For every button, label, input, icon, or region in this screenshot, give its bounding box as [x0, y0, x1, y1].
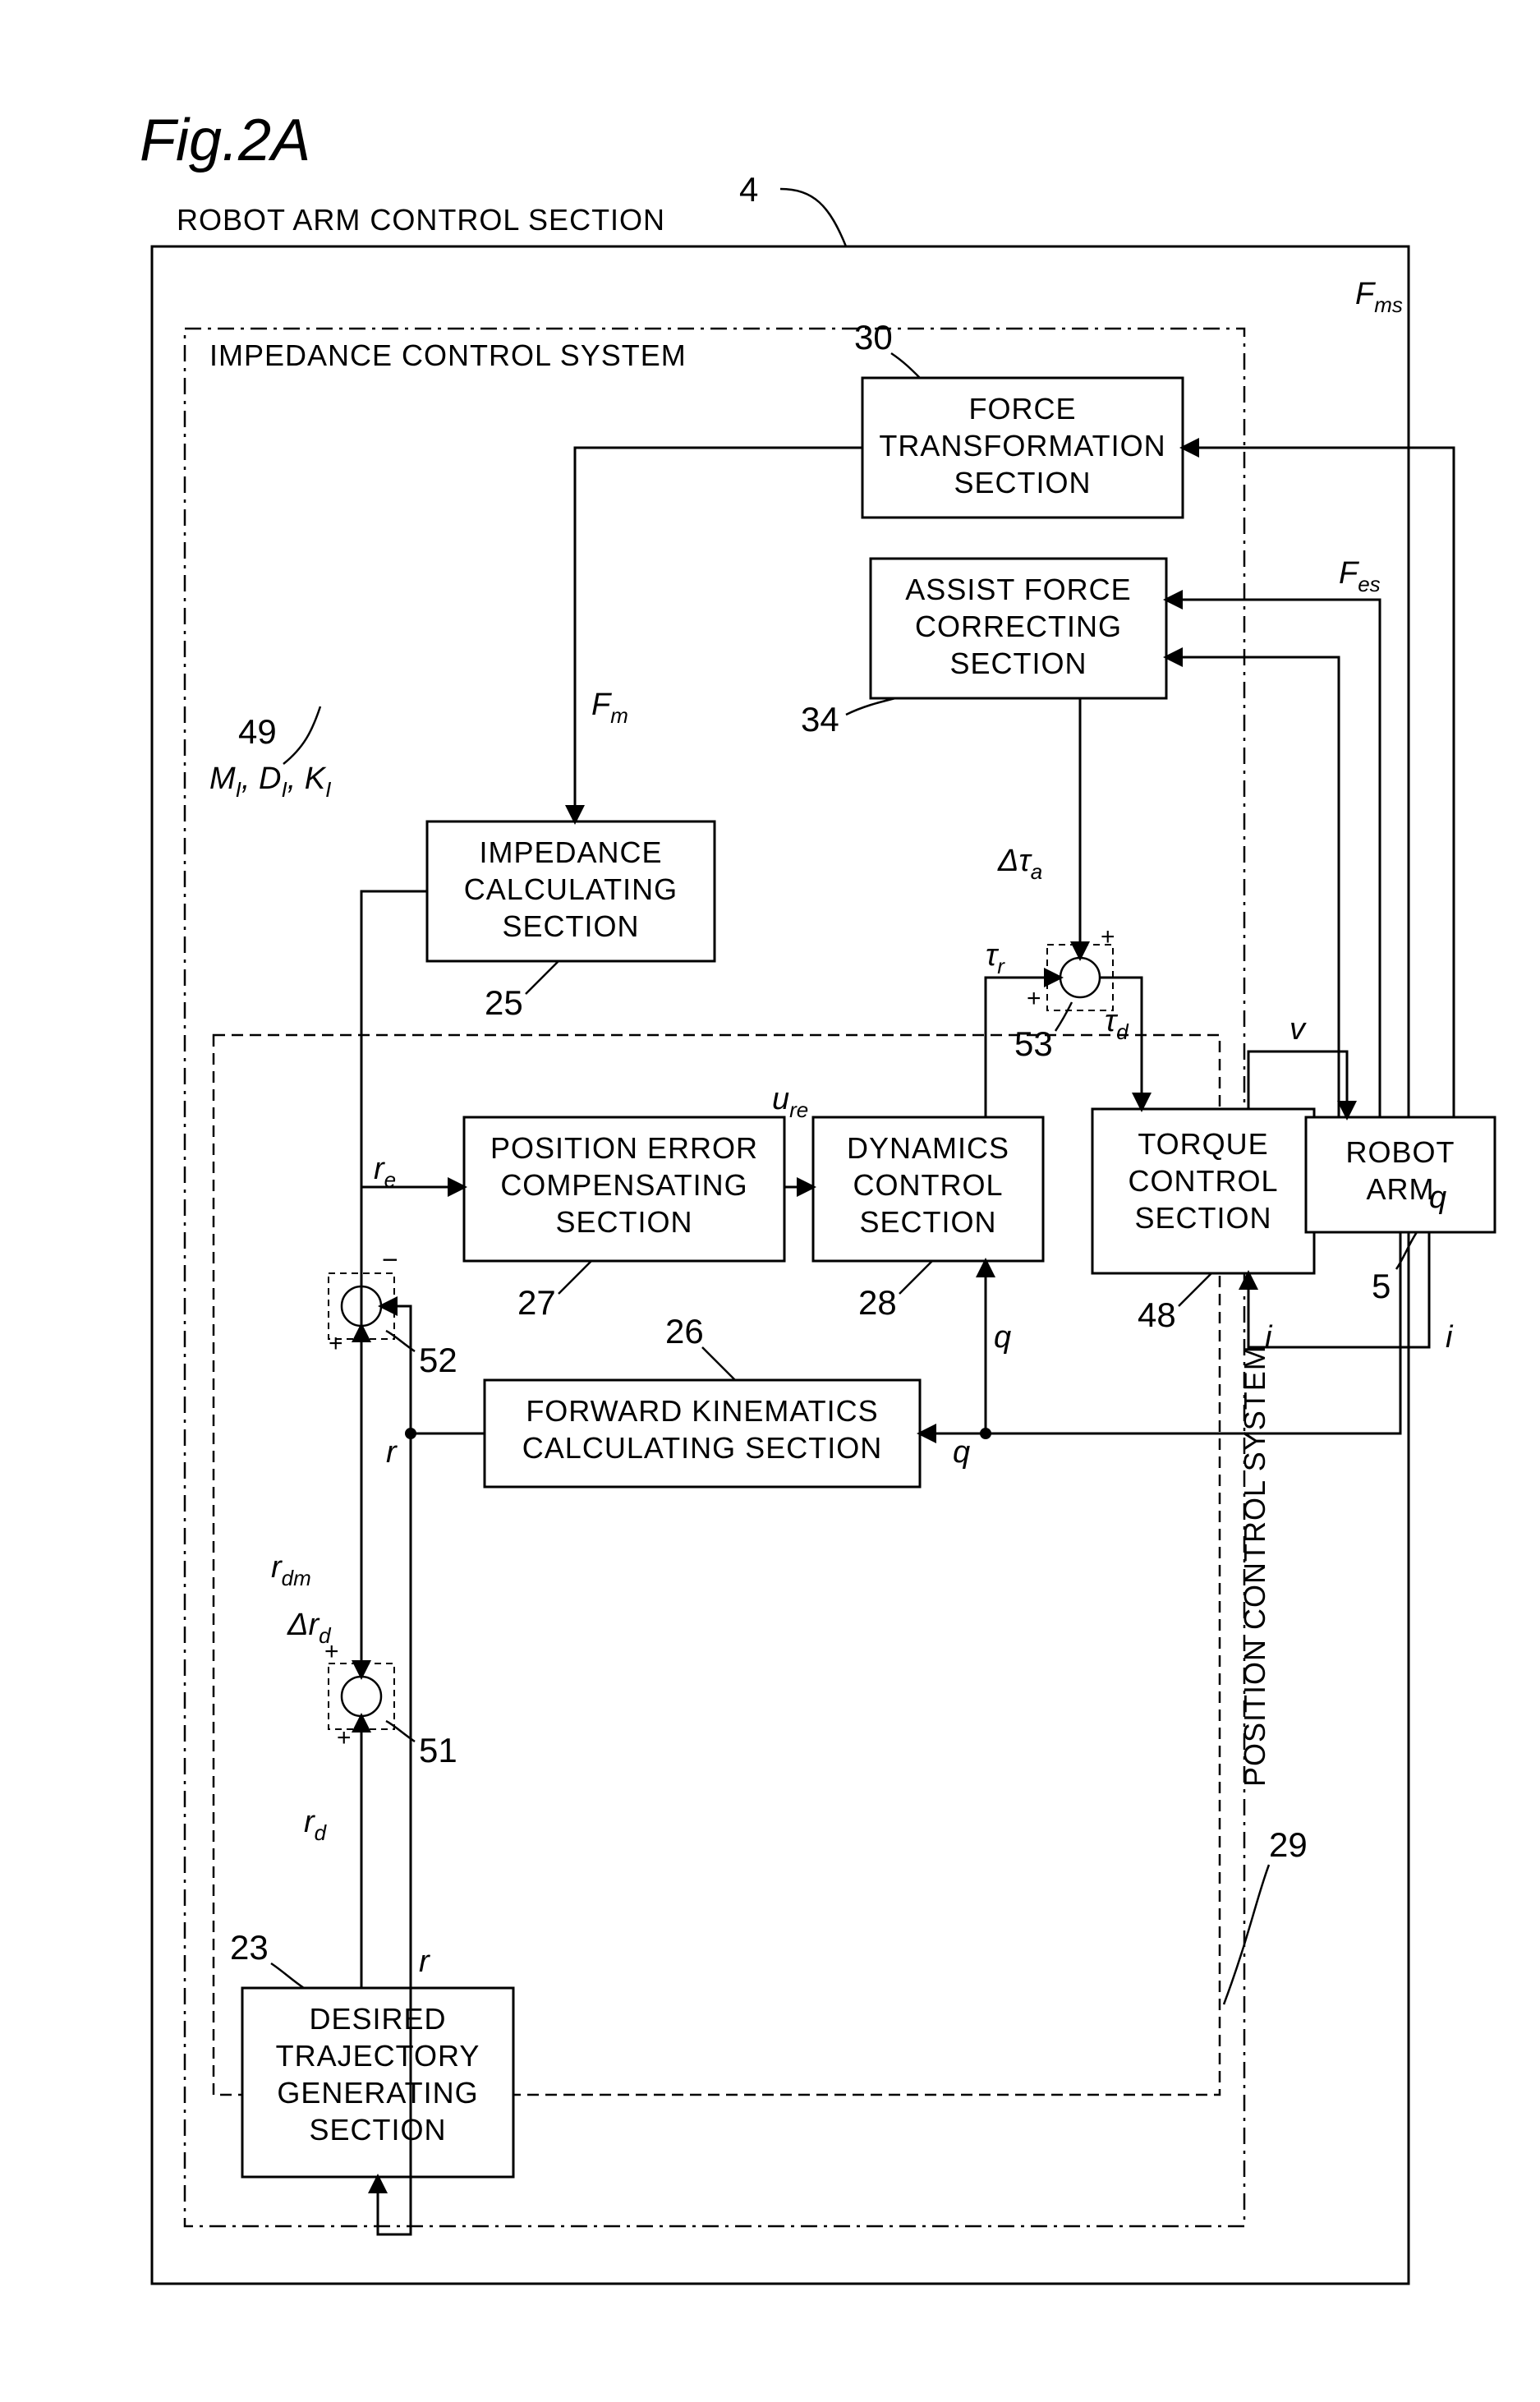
ref-23: 23	[230, 1928, 269, 1967]
svg-text:ARM: ARM	[1367, 1172, 1435, 1206]
svg-text:SECTION: SECTION	[309, 2113, 446, 2147]
svg-text:TRAJECTORY: TRAJECTORY	[276, 2039, 480, 2073]
ref-53: 53	[1014, 1024, 1053, 1063]
block-torque: TORQUE CONTROL SECTION	[1092, 1109, 1314, 1273]
ref-30: 30	[854, 318, 893, 357]
svg-text:CONTROL: CONTROL	[853, 1168, 1003, 1202]
figure-title: Fig.2A	[140, 108, 310, 173]
block-force-transformation: FORCE TRANSFORMATION SECTION	[862, 378, 1183, 518]
svg-text:CALCULATING: CALCULATING	[464, 872, 678, 906]
svg-text:SECTION: SECTION	[859, 1205, 996, 1239]
impedance-params: MI, DI, KI	[209, 762, 331, 802]
ref-26: 26	[665, 1312, 704, 1351]
plus-53a: +	[1027, 985, 1041, 1012]
ref-51: 51	[419, 1731, 457, 1769]
svg-text:CONTROL: CONTROL	[1128, 1164, 1278, 1198]
block-fwd-kinematics: FORWARD KINEMATICS CALCULATING SECTION	[485, 1380, 920, 1487]
svg-text:FORCE: FORCE	[969, 392, 1077, 426]
svg-text:DYNAMICS: DYNAMICS	[847, 1131, 1009, 1165]
sig-q2: q	[994, 1320, 1011, 1355]
block-trajectory: DESIRED TRAJECTORY GENERATING SECTION	[242, 1988, 513, 2177]
ref-25: 25	[485, 983, 523, 1022]
ref-49: 49	[238, 712, 277, 751]
svg-text:ASSIST FORCE: ASSIST FORCE	[905, 573, 1131, 606]
ref-27: 27	[517, 1283, 556, 1322]
block-position-error: POSITION ERROR COMPENSATING SECTION	[464, 1117, 784, 1261]
ref-28: 28	[858, 1283, 897, 1322]
svg-text:ROBOT: ROBOT	[1345, 1135, 1455, 1169]
svg-text:MI, DI, KI: MI, DI, KI	[209, 762, 331, 802]
sig-r2: r	[419, 1944, 430, 1979]
block-robot-arm: ROBOT ARM	[1306, 1117, 1495, 1232]
position-title: POSITION CONTROL SYSTEM	[1238, 1345, 1271, 1787]
ref-29: 29	[1269, 1825, 1308, 1864]
block-dynamics: DYNAMICS CONTROL SECTION	[813, 1117, 1043, 1261]
plus-53b: +	[1101, 923, 1115, 950]
ref-4: 4	[739, 170, 758, 209]
svg-text:IMPEDANCE: IMPEDANCE	[479, 835, 662, 869]
sig-q: q	[1429, 1180, 1446, 1215]
plus-52a: +	[329, 1330, 343, 1357]
ref-5: 5	[1372, 1267, 1391, 1305]
svg-text:SECTION: SECTION	[1134, 1201, 1271, 1235]
svg-text:TORQUE: TORQUE	[1138, 1127, 1268, 1161]
svg-text:SECTION: SECTION	[949, 647, 1087, 680]
svg-text:GENERATING: GENERATING	[277, 2076, 478, 2110]
svg-text:SECTION: SECTION	[555, 1205, 692, 1239]
svg-text:CORRECTING: CORRECTING	[915, 610, 1122, 643]
svg-text:TRANSFORMATION: TRANSFORMATION	[879, 429, 1165, 462]
leader-4	[780, 189, 846, 246]
svg-text:DESIRED: DESIRED	[309, 2002, 446, 2036]
sig-r: r	[386, 1435, 398, 1470]
outer-title: ROBOT ARM CONTROL SECTION	[177, 203, 665, 237]
impedance-title: IMPEDANCE CONTROL SYSTEM	[209, 338, 687, 372]
ref-34: 34	[801, 700, 839, 739]
block-assist-force: ASSIST FORCE CORRECTING SECTION	[871, 559, 1166, 698]
svg-text:SECTION: SECTION	[954, 466, 1091, 499]
ref-52: 52	[419, 1341, 457, 1379]
svg-text:POSITION ERROR: POSITION ERROR	[490, 1131, 758, 1165]
svg-text:CALCULATING SECTION: CALCULATING SECTION	[522, 1431, 882, 1465]
svg-text:COMPENSATING: COMPENSATING	[500, 1168, 747, 1202]
ref-48: 48	[1138, 1295, 1176, 1334]
sig-v: v	[1289, 1012, 1307, 1047]
svg-text:FORWARD KINEMATICS: FORWARD KINEMATICS	[526, 1394, 878, 1428]
sig-q3: q	[953, 1435, 970, 1470]
sig-i: i	[1446, 1320, 1454, 1355]
block-impedance-calc: IMPEDANCE CALCULATING SECTION	[427, 821, 715, 961]
plus-51a: +	[337, 1724, 352, 1751]
svg-text:SECTION: SECTION	[502, 909, 639, 943]
minus-52: −	[382, 1245, 398, 1276]
